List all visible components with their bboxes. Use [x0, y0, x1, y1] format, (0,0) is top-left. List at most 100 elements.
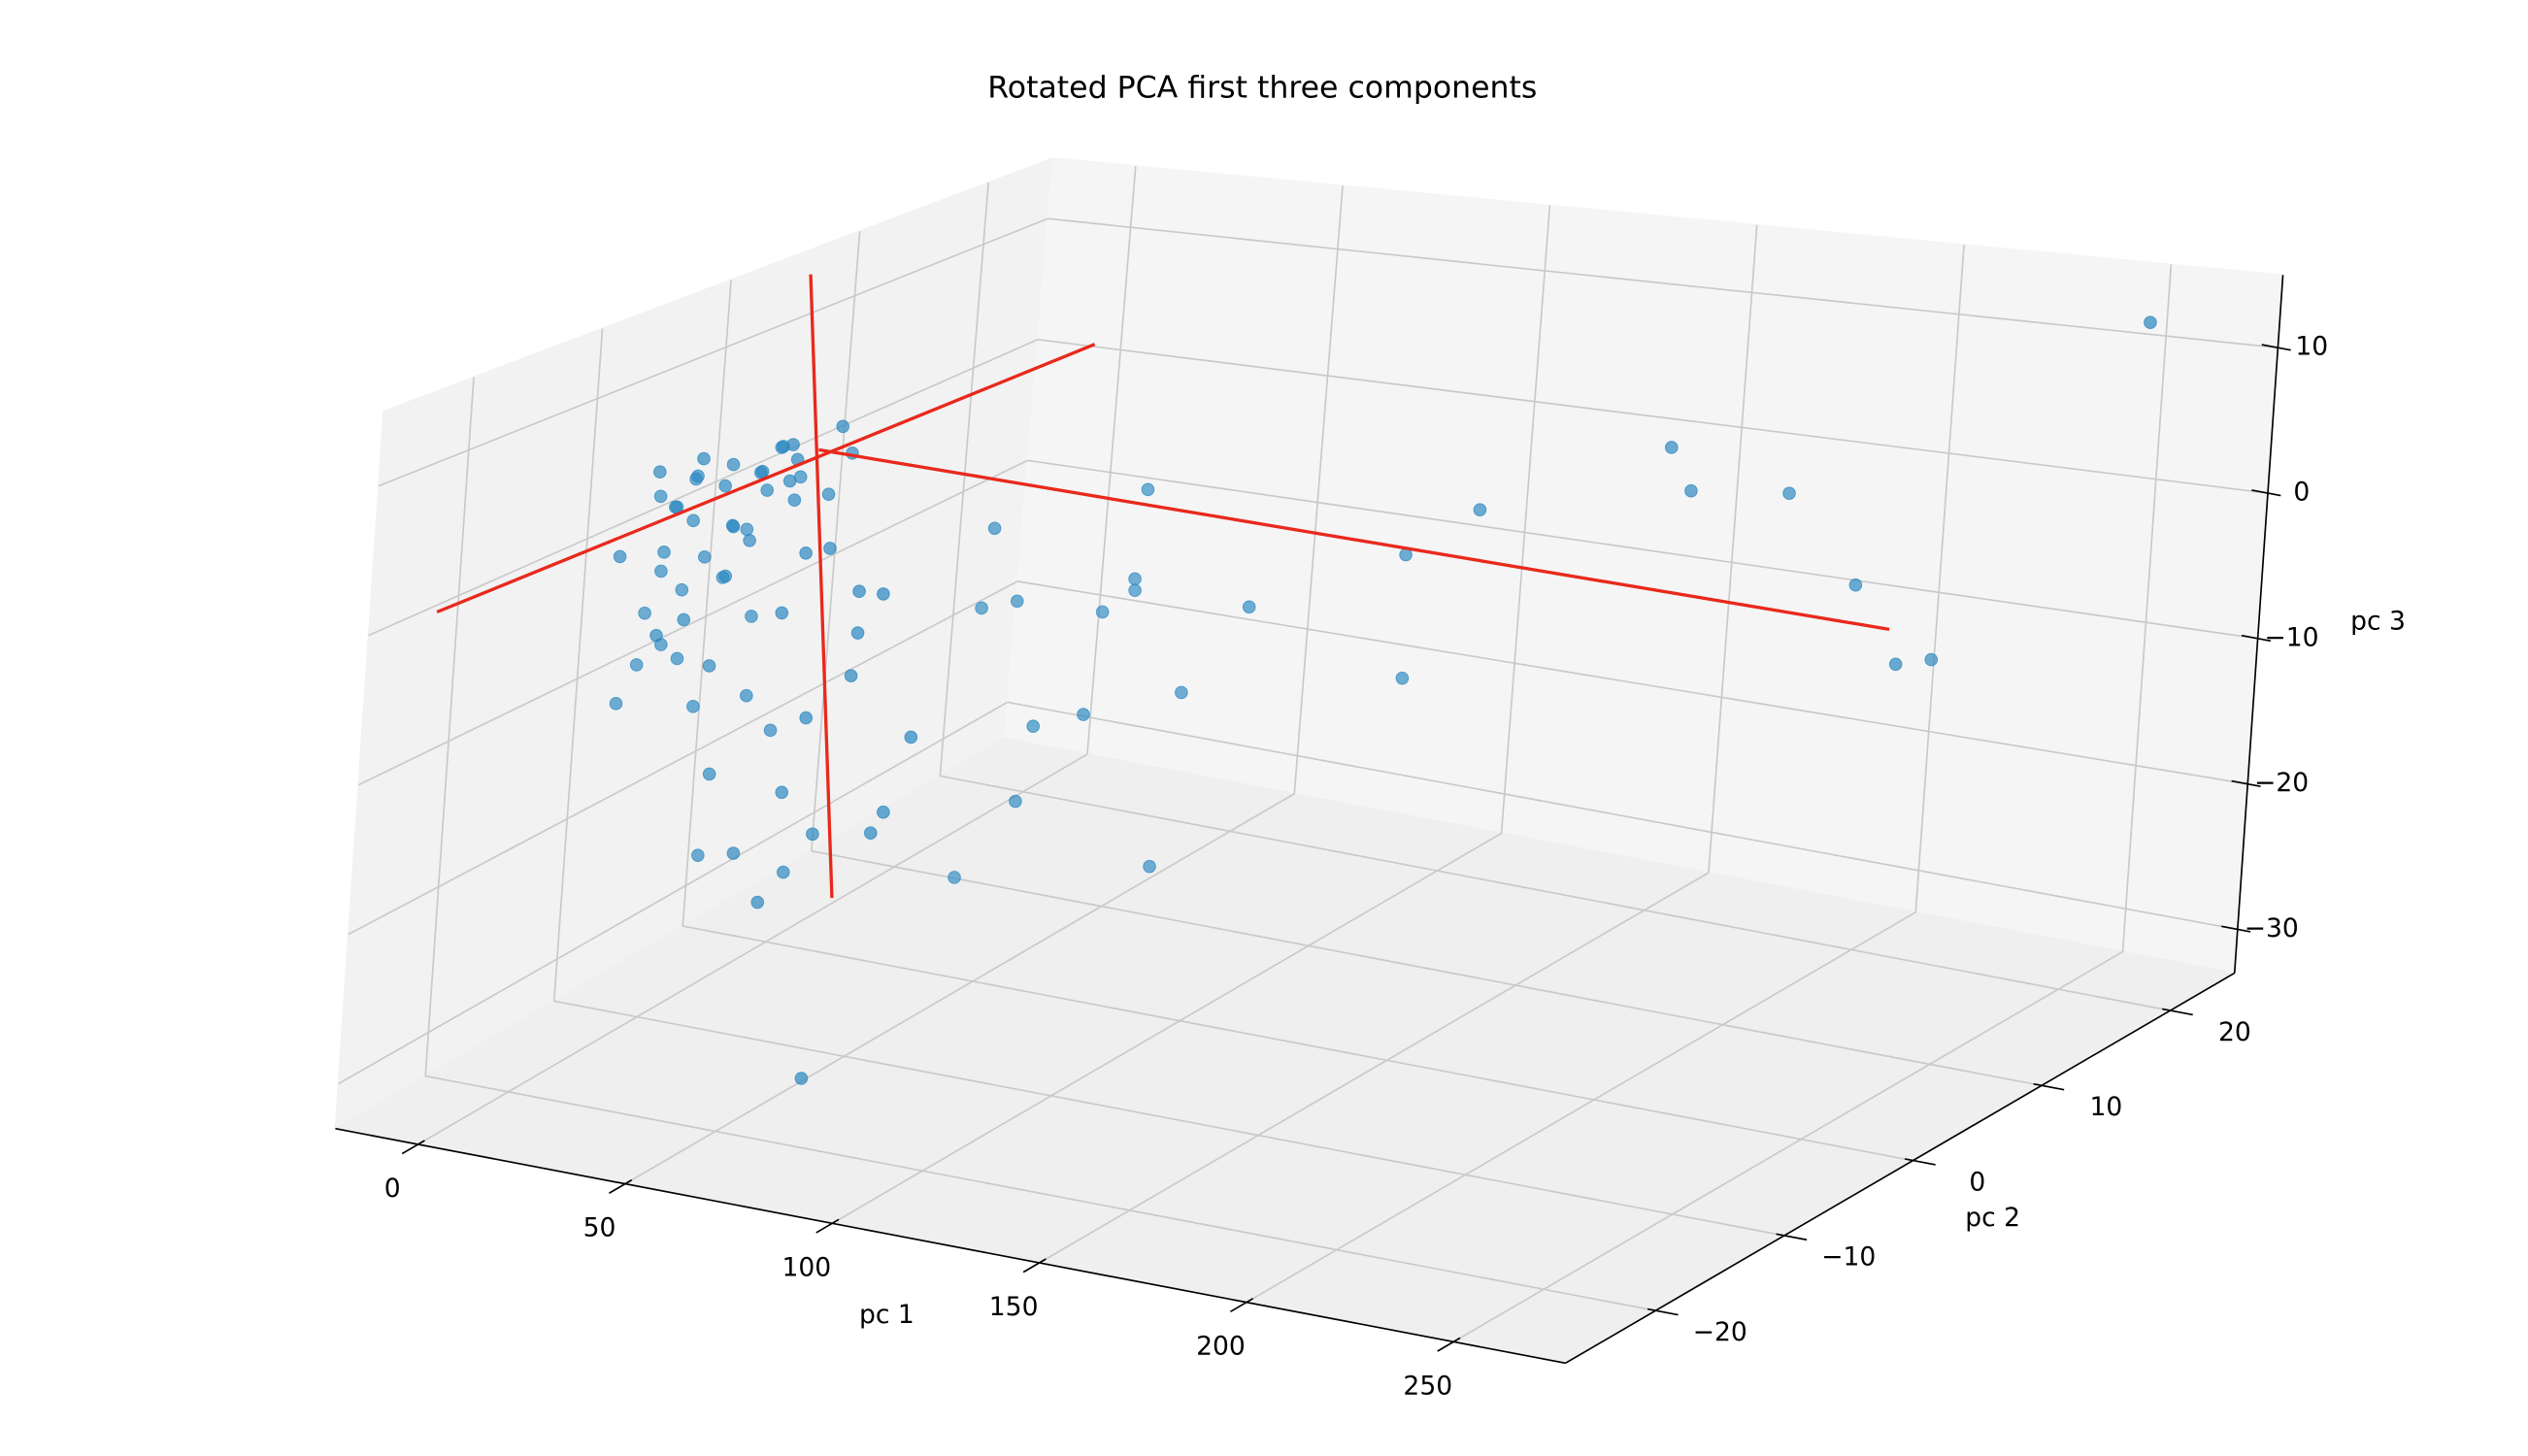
x-tick-label: 250 — [1403, 1371, 1452, 1401]
grid-line — [1293, 185, 1344, 794]
x-tick — [1437, 1337, 1461, 1352]
point — [726, 457, 741, 472]
x-axis-label: pc 1 — [859, 1300, 915, 1330]
grid-line — [810, 231, 861, 851]
y-tick — [1647, 1307, 1679, 1316]
grid-line — [1007, 701, 2239, 931]
grid — [338, 165, 2279, 1343]
point — [1009, 794, 1022, 809]
x-tick-label: 0 — [384, 1174, 401, 1204]
point — [1924, 652, 1939, 667]
principal-axis-line — [818, 447, 1890, 632]
grid-line — [831, 832, 1503, 1225]
grid-line — [1914, 245, 1965, 912]
point — [654, 564, 668, 579]
z-tick-label: 0 — [2293, 478, 2310, 508]
point — [877, 587, 890, 601]
grid-line — [1246, 911, 1916, 1304]
point — [775, 785, 789, 800]
z-axis-line — [2233, 275, 2284, 974]
grid-line — [552, 328, 604, 1002]
point — [740, 522, 754, 537]
point — [638, 606, 651, 620]
point — [649, 628, 663, 643]
point — [1848, 578, 1863, 592]
grid-line — [1039, 872, 1710, 1264]
grid-line — [378, 217, 1048, 487]
point — [653, 489, 668, 504]
point — [877, 805, 890, 819]
y-axis-line — [1565, 972, 2236, 1365]
z-tick — [2251, 489, 2281, 497]
panes — [333, 156, 2284, 1365]
point — [1242, 600, 1256, 614]
point — [653, 465, 667, 480]
point — [1175, 685, 1188, 700]
principal-axis-line — [809, 274, 834, 899]
grid-line — [811, 849, 2043, 1087]
point — [1684, 483, 1698, 498]
grid-line — [682, 280, 732, 927]
point — [863, 826, 878, 840]
z-tick — [2241, 634, 2272, 643]
grid-line — [1452, 950, 2123, 1343]
point — [718, 479, 732, 493]
x-tick — [401, 1140, 425, 1155]
point — [1782, 486, 1796, 501]
y-tick-label: −20 — [1693, 1317, 1747, 1347]
point — [715, 571, 730, 584]
grid-line — [1016, 580, 2248, 785]
point — [948, 871, 961, 884]
y-tick-label: 10 — [2089, 1092, 2122, 1122]
grid-line — [1086, 165, 1137, 755]
x-tick-label: 150 — [989, 1292, 1039, 1322]
point — [609, 697, 623, 711]
grid-line — [940, 775, 2171, 1011]
z-tick-label: −20 — [2254, 768, 2309, 798]
point — [799, 546, 813, 560]
point — [1141, 482, 1155, 497]
chart-title: Rotated PCA first three components — [987, 71, 1537, 106]
point — [1473, 503, 1487, 517]
point — [745, 610, 758, 623]
point — [702, 659, 716, 673]
point — [657, 546, 671, 559]
point — [1095, 605, 1110, 619]
point — [1665, 441, 1679, 454]
point — [613, 549, 627, 564]
principal-axis-line — [436, 343, 1096, 614]
x-tick-label: 100 — [782, 1252, 831, 1282]
lines — [436, 274, 1890, 899]
point — [823, 542, 837, 555]
point — [844, 669, 858, 682]
grid-line — [1708, 224, 1758, 874]
point — [793, 470, 808, 484]
point — [760, 483, 775, 497]
point — [725, 518, 740, 533]
y-tick — [2162, 1008, 2193, 1016]
point — [850, 626, 865, 640]
point — [1888, 657, 1903, 672]
grid-line — [1037, 338, 2269, 494]
grid-line — [417, 753, 1088, 1145]
point — [987, 521, 1002, 536]
point — [775, 606, 789, 620]
grid-line — [553, 1000, 1785, 1237]
grid-line — [348, 580, 1018, 936]
y-tick-label: 0 — [1969, 1167, 1985, 1197]
x-tick — [815, 1218, 840, 1234]
point — [799, 711, 814, 725]
point — [686, 700, 700, 713]
point — [1395, 671, 1410, 685]
point — [2144, 315, 2157, 329]
y-tick — [1776, 1233, 1808, 1241]
point — [697, 451, 711, 466]
z-tick-label: 10 — [2295, 332, 2328, 362]
grid-line — [425, 1075, 1656, 1312]
point — [775, 441, 789, 454]
z-tick — [2231, 779, 2261, 787]
point — [806, 827, 819, 842]
grid-line — [682, 925, 1913, 1162]
grid-line — [424, 377, 475, 1076]
